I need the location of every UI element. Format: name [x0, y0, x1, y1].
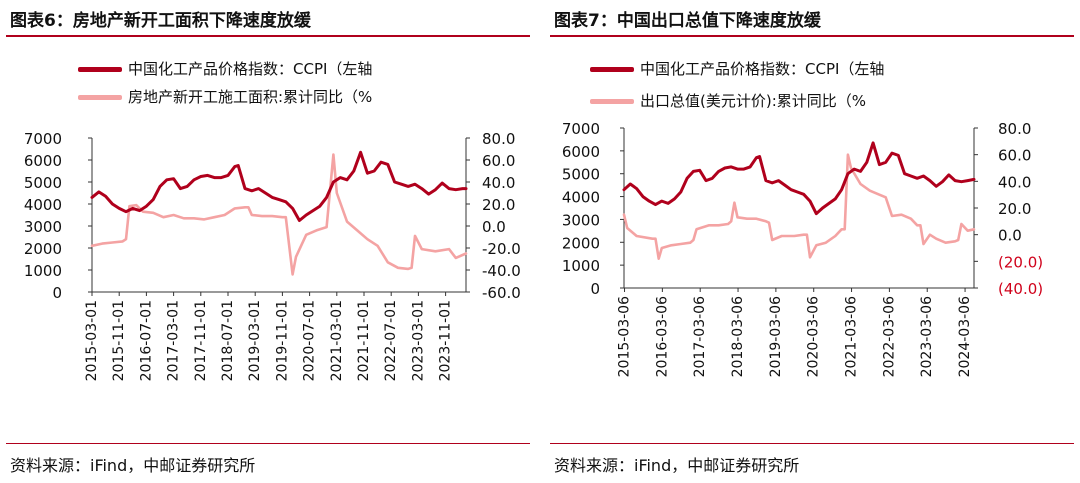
x-tick-label: 2019-03-01 [247, 300, 263, 381]
y-tick-label-right: 20.0 [482, 196, 515, 214]
y-tick-label-right: -40.0 [482, 262, 521, 280]
series-line-ccpi [622, 141, 976, 216]
y-tick-label-left: 5000 [24, 174, 62, 192]
x-tick-label: 2017-03-06 [692, 296, 708, 377]
y-tick-label-right: 20.0 [998, 200, 1031, 218]
x-tick-label: 2015-03-01 [84, 300, 100, 381]
legend-swatch-secondary [590, 99, 634, 104]
y-tick-label-left: 0 [590, 280, 600, 298]
y-tick-label-right: 40.0 [482, 174, 515, 192]
x-tick-label: 2023-11-01 [438, 300, 454, 381]
x-tick-label: 2023-03-01 [410, 300, 426, 381]
y-tick-label-left: 6000 [24, 152, 62, 170]
y-tick-label-left: 3000 [562, 211, 600, 229]
x-tick-label: 2021-03-06 [844, 296, 860, 377]
x-tick-label: 2017-03-01 [166, 300, 182, 381]
source-note: 资料来源：iFind，中邮证券研究所 [554, 456, 800, 475]
x-tick-label: 2024-03-06 [957, 296, 973, 377]
chart-panel-left: 图表6：房地产新开工面积下降速度放缓 中国化工产品价格指数：CCPI（左轴 房地… [0, 0, 536, 483]
y-tick-label-left: 1000 [562, 257, 600, 275]
x-tick-label: 2015-03-06 [617, 296, 633, 377]
y-tick-label-left: 4000 [562, 189, 600, 207]
x-tick-label: 2021-11-01 [356, 300, 372, 381]
series-line-ccpi [90, 150, 468, 222]
chart-title: 图表7：中国出口总值下降速度放缓 [554, 11, 821, 31]
x-tick-label: 2022-07-01 [383, 300, 399, 381]
x-tick-label: 2020-03-06 [806, 296, 822, 377]
legend-label: 出口总值(美元计价):累计同比（% [640, 92, 867, 110]
y-tick-label-left: 6000 [562, 143, 600, 161]
series-line-secondary [622, 153, 976, 260]
legend-label: 中国化工产品价格指数：CCPI（左轴 [640, 60, 885, 78]
x-tick-label: 2019-03-06 [768, 296, 784, 377]
source-note: 资料来源：iFind，中邮证券研究所 [10, 456, 256, 475]
title-rule [550, 35, 1074, 37]
x-tick-label: 2015-11-01 [111, 300, 127, 381]
y-tick-label-right: (40.0) [998, 280, 1043, 298]
footer-rule [550, 443, 1074, 444]
title-rule [6, 35, 530, 37]
y-tick-label-right: 40.0 [998, 173, 1031, 191]
legend-item-ccpi: 中国化工产品价格指数：CCPI（左轴 [78, 58, 372, 79]
y-tick-label-right: 0.0 [998, 227, 1022, 245]
x-tick-label: 2022-03-06 [881, 296, 897, 377]
y-tick-label-left: 0 [52, 284, 62, 302]
x-tick-label: 2020-07-01 [302, 300, 318, 381]
x-tick-label: 2018-07-01 [220, 300, 236, 381]
legend-swatch-ccpi [78, 67, 122, 72]
chart-panel-right: 图表7：中国出口总值下降速度放缓 中国化工产品价格指数：CCPI（左轴 出口总值… [544, 0, 1080, 483]
x-tick-label: 2016-07-01 [138, 300, 154, 381]
y-tick-label-left: 4000 [24, 196, 62, 214]
legend-label: 房地产新开工施工面积:累计同比（% [128, 88, 373, 106]
y-tick-label-right: 60.0 [998, 147, 1031, 165]
x-tick-label: 2016-03-06 [654, 296, 670, 377]
line-chart: 0 1000 2000 3000 4000 5000 6000 7000 -60.0 -40.0 -… [24, 130, 521, 381]
legend-item-ccpi: 中国化工产品价格指数：CCPI（左轴 [590, 58, 884, 79]
y-tick-label-right: -20.0 [482, 240, 521, 258]
x-tick-label: 2021-03-01 [329, 300, 345, 381]
x-tick-label: 2017-11-01 [193, 300, 209, 381]
y-tick-label-right: 60.0 [482, 152, 515, 170]
x-tick-label: 2018-03-06 [730, 296, 746, 377]
y-tick-label-left: 2000 [562, 234, 600, 252]
y-tick-label-right: 80.0 [482, 130, 515, 148]
x-tick-label: 2023-03-06 [919, 296, 935, 377]
y-tick-label-left: 3000 [24, 218, 62, 236]
y-tick-label-right: (20.0) [998, 253, 1043, 271]
y-tick-label-left: 2000 [24, 240, 62, 258]
chart-title: 图表6：房地产新开工面积下降速度放缓 [10, 11, 311, 31]
legend-swatch-secondary [78, 95, 122, 100]
legend-item-secondary: 出口总值(美元计价):累计同比（% [590, 90, 866, 111]
line-chart: 0 1000 2000 3000 4000 5000 6000 7000 (40.0) (20.0… [562, 120, 1043, 377]
x-tick-label: 2019-11-01 [274, 300, 290, 381]
y-tick-label-left: 7000 [562, 120, 600, 138]
y-tick-label-right: -60.0 [482, 284, 521, 302]
legend-label: 中国化工产品价格指数：CCPI（左轴 [128, 60, 373, 78]
y-tick-label-right: 0.0 [482, 218, 506, 236]
y-tick-label-left: 7000 [24, 130, 62, 148]
series-line-secondary [90, 153, 468, 276]
y-tick-label-left: 5000 [562, 166, 600, 184]
footer-rule [6, 443, 530, 444]
legend-swatch-ccpi [590, 67, 634, 72]
y-tick-label-right: 80.0 [998, 120, 1031, 138]
legend-item-secondary: 房地产新开工施工面积:累计同比（% [78, 86, 372, 107]
y-tick-label-left: 1000 [24, 262, 62, 280]
